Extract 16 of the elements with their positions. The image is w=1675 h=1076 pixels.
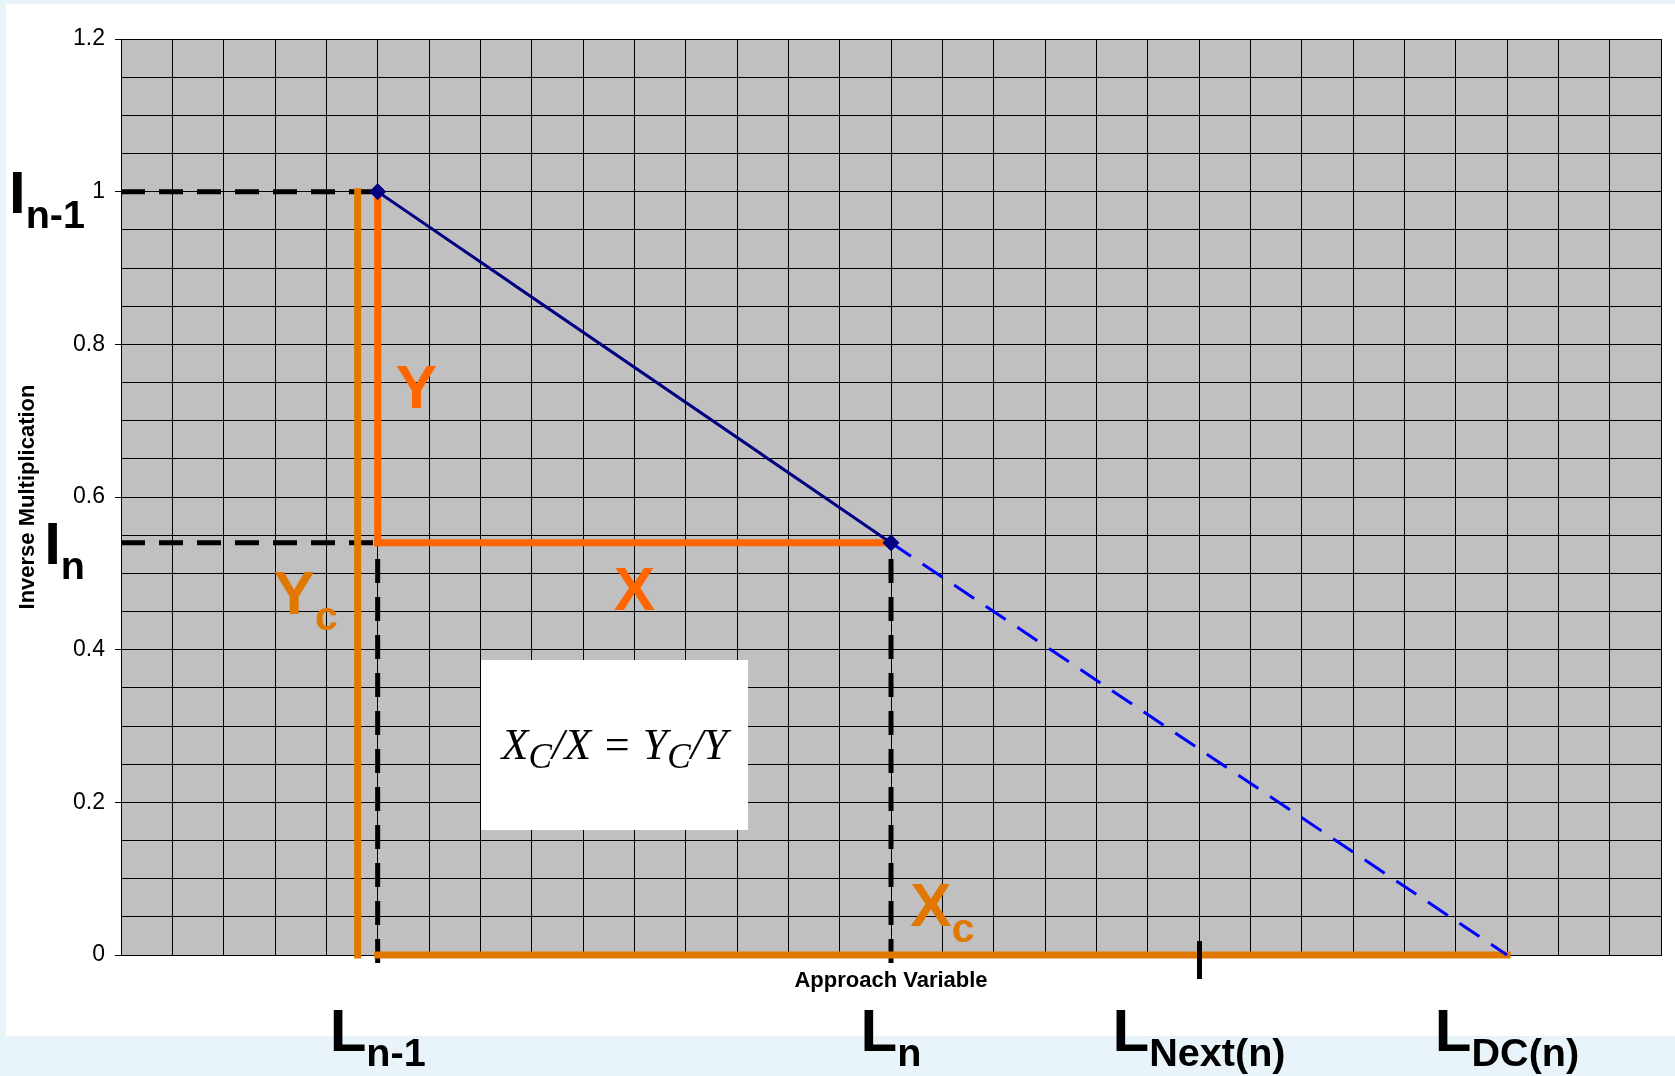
y-tick-label: 0.8 — [73, 329, 105, 356]
x-tick-label: L$_{n-1}$ — [329, 996, 426, 1075]
x-tick-label: L$_{DC(n)}$ — [1434, 996, 1580, 1075]
x-axis-title: Approach Variable — [794, 966, 988, 992]
x-tick-label: L$_{n}$ — [860, 996, 922, 1075]
y-tick-label: 0.2 — [73, 787, 105, 814]
y-tick-label: 1.2 — [73, 24, 105, 51]
note-box: X$_{C}$/X = Y$_{C}$/Y — [481, 660, 748, 830]
y-tick-label: 0.4 — [73, 635, 106, 662]
ref-line-label: I$_{n}$ — [44, 509, 85, 587]
y-axis-title: Inverse Multiplication — [14, 384, 40, 610]
y-tick-label: 0.6 — [73, 482, 105, 509]
ref-line-label: I$_{n-1}$ — [8, 157, 85, 236]
y-tick-label: 1 — [92, 177, 105, 204]
y-tick-label: 0 — [92, 940, 105, 967]
x-tick-label: L$_{Next(n)}$ — [1112, 996, 1286, 1075]
